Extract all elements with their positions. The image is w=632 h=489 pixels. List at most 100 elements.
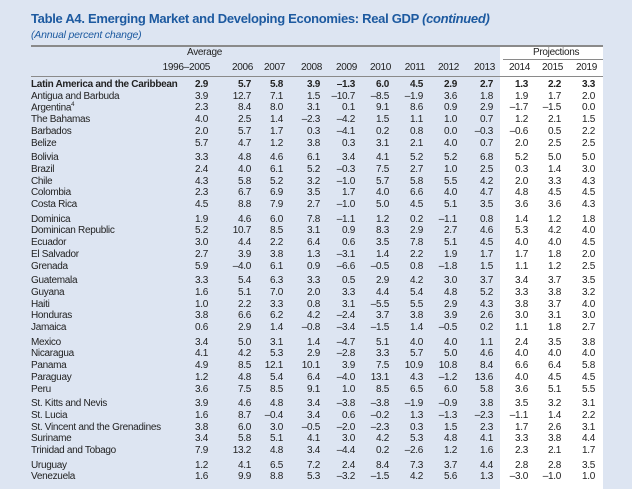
row-label-text: Dominica [31,213,71,225]
table-cell: 4.8 [237,371,251,383]
table-cell: 4.5 [409,79,423,90]
column-header-2015: 2015 [541,62,563,73]
table-cell: 4.0 [409,336,423,348]
row-label-text: Suriname [31,433,72,445]
table-cell: 8.0 [269,102,283,114]
row-label: Colombia [31,187,71,198]
table-cell: –1.3 [336,79,356,90]
table-cell: 7.3 [409,459,423,471]
table-cell: –4.2 [336,114,356,126]
column-header-2006: 2006 [231,62,253,73]
table-cell: 4.1 [375,152,389,164]
table-cell: –3.2 [336,471,356,483]
table-cell: 4.0 [194,114,208,126]
table-cell: 3.3 [581,79,595,90]
table-cell: 2.0 [194,125,208,137]
table-cell: 4.1 [194,348,208,360]
table-cell: 2.2 [237,298,251,310]
table-cell: 4.0 [514,348,528,360]
table-cell: 0.3 [341,137,355,149]
table-cell: 0.7 [479,137,493,149]
table-cell: 4.9 [194,360,208,372]
table-cell: 1.0 [443,163,457,175]
row-label: Haiti [31,299,50,310]
table-cell: 1.3 [479,471,493,483]
row-label: Guyana [31,287,65,298]
table-cell: 7.8 [409,237,423,249]
table-cell: 3.3 [194,152,208,164]
table-cell: 0.6 [194,322,208,333]
title-suffix: (continued) [422,11,490,26]
table-cell: 6.1 [269,260,283,272]
table-cell: 5.7 [237,79,251,90]
table-cell: 4.5 [479,237,493,249]
table-cell: –5.5 [370,298,390,310]
row-label: The Bahamas [31,114,90,125]
row-label-text: El Salvador [31,248,79,260]
table-cell: 5.0 [237,336,251,348]
table-cell: 6.6 [237,310,251,322]
table-cell: 1.1 [409,114,423,126]
row-label: Antigua and Barbuda [31,91,120,102]
row-label: Belize [31,138,57,149]
column-header-1996–2005: 1996–2005 [162,62,211,73]
table-cell: 2.9 [194,79,208,90]
table-cell: –1.2 [438,371,458,383]
table-cell: 2.7 [479,79,493,90]
row-label: St. Kitts and Nevis [31,398,107,409]
table-cell: 2.6 [479,310,493,322]
table-cell: –2.0 [336,421,356,433]
table-cell: 4.3 [479,298,493,310]
row-label: Grenada [31,261,68,272]
table-cell: 5.3 [514,225,528,237]
row-label-text: Uruguay [31,459,67,471]
row-label: Honduras [31,310,72,321]
row-label-text: Trinidad and Tobago [31,445,116,456]
table-cell: 3.9 [237,248,251,260]
table-cell: 1.6 [194,471,208,483]
header-rule [31,76,603,77]
table-cell: 4.7 [479,187,493,199]
table-cell: –0.5 [438,322,458,333]
table-cell: 3.1 [341,298,355,310]
table-cell: 9.1 [306,383,320,395]
table-cell: 6.4 [306,237,320,249]
table-cell: 1.2 [375,213,389,225]
table-cell: 4.4 [237,237,251,249]
table-cell: 0.3 [409,421,423,433]
table-cell: 5.1 [443,199,457,210]
table-cell: 4.1 [479,433,493,445]
table-cell: 1.7 [547,90,561,102]
row-label: Ecuador [31,237,66,248]
row-label-text: St. Lucia [31,409,68,421]
row-label-text: Mexico [31,336,61,348]
table-cell: 5.5 [581,383,595,395]
table-cell: 2.4 [341,459,355,471]
table-cell: 3.4 [306,409,320,421]
table-cell: 3.1 [581,421,595,433]
table-cell: 4.0 [547,348,561,360]
table-cell: 5.1 [237,286,251,298]
table-cell: 3.9 [194,90,208,102]
table-cell: 7.5 [375,163,389,175]
table-cell: 4.0 [443,336,457,348]
table-cell: 4.0 [237,163,251,175]
table-cell: 1.4 [409,322,423,333]
table-cell: 2.1 [547,445,561,456]
table-cell: 3.4 [306,445,320,456]
table-cell: 4.1 [306,433,320,445]
row-label-text: Ecuador [31,237,67,249]
table-cell: 4.8 [269,398,283,410]
row-label: Bolivia [31,152,59,163]
table-cell: 4.2 [479,175,493,187]
table-cell: 3.3 [514,286,528,298]
table-cell: 5.4 [237,275,251,287]
table-cell: 10.1 [301,360,321,372]
table-cell: 2.9 [306,348,320,360]
table-cell: 8.4 [479,360,493,372]
table-cell: 3.4 [194,336,208,348]
table-cell: 4.2 [237,348,251,360]
table-cell: 1.0 [581,471,595,483]
row-label: Suriname [31,433,72,445]
table-cell: 3.1 [581,398,595,410]
